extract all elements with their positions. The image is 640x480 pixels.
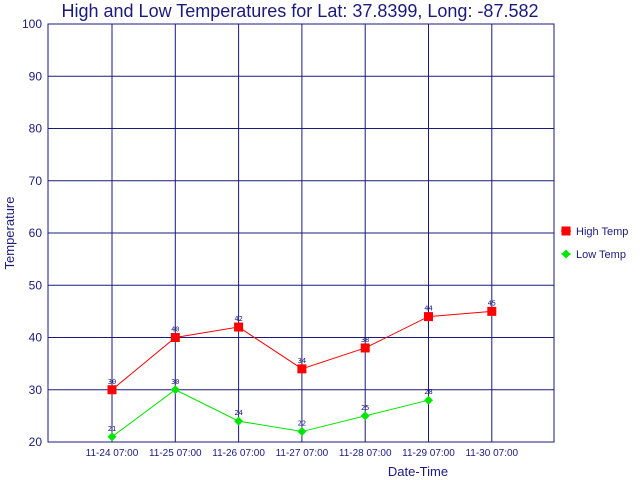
data-label: 28 bbox=[424, 388, 432, 396]
y-tick-label: 30 bbox=[29, 383, 43, 397]
y-tick-label: 70 bbox=[29, 174, 43, 188]
series-layer: 30 40 42 34 38 44 45 21 30 24 22 25 28 bbox=[107, 299, 497, 442]
data-point-marker bbox=[107, 385, 117, 395]
data-label: 34 bbox=[298, 357, 306, 365]
x-tick-label: 11-28 07:00 bbox=[339, 448, 392, 459]
y-tick-label: 100 bbox=[22, 17, 42, 31]
y-tick-label: 20 bbox=[29, 435, 43, 449]
x-axis-label: Date-Time bbox=[388, 464, 448, 479]
x-tick-label: 11-24 07:00 bbox=[86, 448, 139, 459]
data-point-marker bbox=[170, 333, 180, 342]
y-tick-label: 50 bbox=[29, 278, 43, 292]
data-label: 21 bbox=[108, 425, 116, 433]
data-point-marker bbox=[297, 427, 307, 437]
data-point-marker bbox=[424, 312, 433, 322]
tick-labels: 20 30 40 50 60 70 80 90 100 11-24 07:00 11-25 07:0… bbox=[22, 17, 519, 459]
series-line bbox=[111, 389, 429, 438]
data-label: 30 bbox=[108, 378, 116, 386]
data-label: 38 bbox=[361, 336, 369, 344]
x-tick-label: 11-25 07:00 bbox=[149, 448, 202, 459]
legend-label: Low Temp bbox=[576, 249, 626, 261]
data-point-marker bbox=[424, 395, 433, 405]
data-label: 24 bbox=[234, 409, 242, 417]
data-point-marker bbox=[360, 411, 370, 421]
y-tick-label: 40 bbox=[29, 331, 43, 345]
data-point-marker bbox=[170, 385, 180, 395]
data-point-marker bbox=[234, 322, 244, 332]
data-label: 45 bbox=[488, 299, 496, 307]
data-label: 44 bbox=[424, 305, 432, 313]
data-point-marker bbox=[297, 364, 307, 374]
data-label: 42 bbox=[234, 315, 242, 323]
y-tick-label: 60 bbox=[29, 226, 43, 240]
grid bbox=[48, 24, 554, 442]
data-label: 30 bbox=[171, 378, 179, 386]
data-label: 40 bbox=[171, 326, 179, 334]
legend-label: High Temp bbox=[576, 226, 628, 238]
legend-marker bbox=[561, 226, 571, 236]
y-tick-label: 80 bbox=[29, 122, 43, 136]
legend: High Temp Low Temp bbox=[561, 226, 628, 261]
legend-marker bbox=[561, 249, 571, 259]
data-point-marker bbox=[107, 432, 117, 442]
x-tick-label: 11-26 07:00 bbox=[212, 448, 265, 459]
data-point-marker bbox=[360, 343, 370, 353]
chart-title: High and Low Temperatures for Lat: 37.83… bbox=[62, 1, 539, 21]
y-axis-label: Temperature bbox=[2, 197, 17, 270]
x-tick-label: 11-30 07:00 bbox=[465, 448, 518, 459]
y-tick-label: 90 bbox=[29, 69, 43, 83]
data-point-marker bbox=[487, 306, 497, 316]
x-tick-label: 11-27 07:00 bbox=[276, 448, 329, 459]
data-label: 25 bbox=[361, 404, 369, 412]
data-point-marker bbox=[234, 416, 244, 426]
x-tick-label: 11-29 07:00 bbox=[402, 448, 455, 459]
data-label: 22 bbox=[298, 420, 306, 428]
